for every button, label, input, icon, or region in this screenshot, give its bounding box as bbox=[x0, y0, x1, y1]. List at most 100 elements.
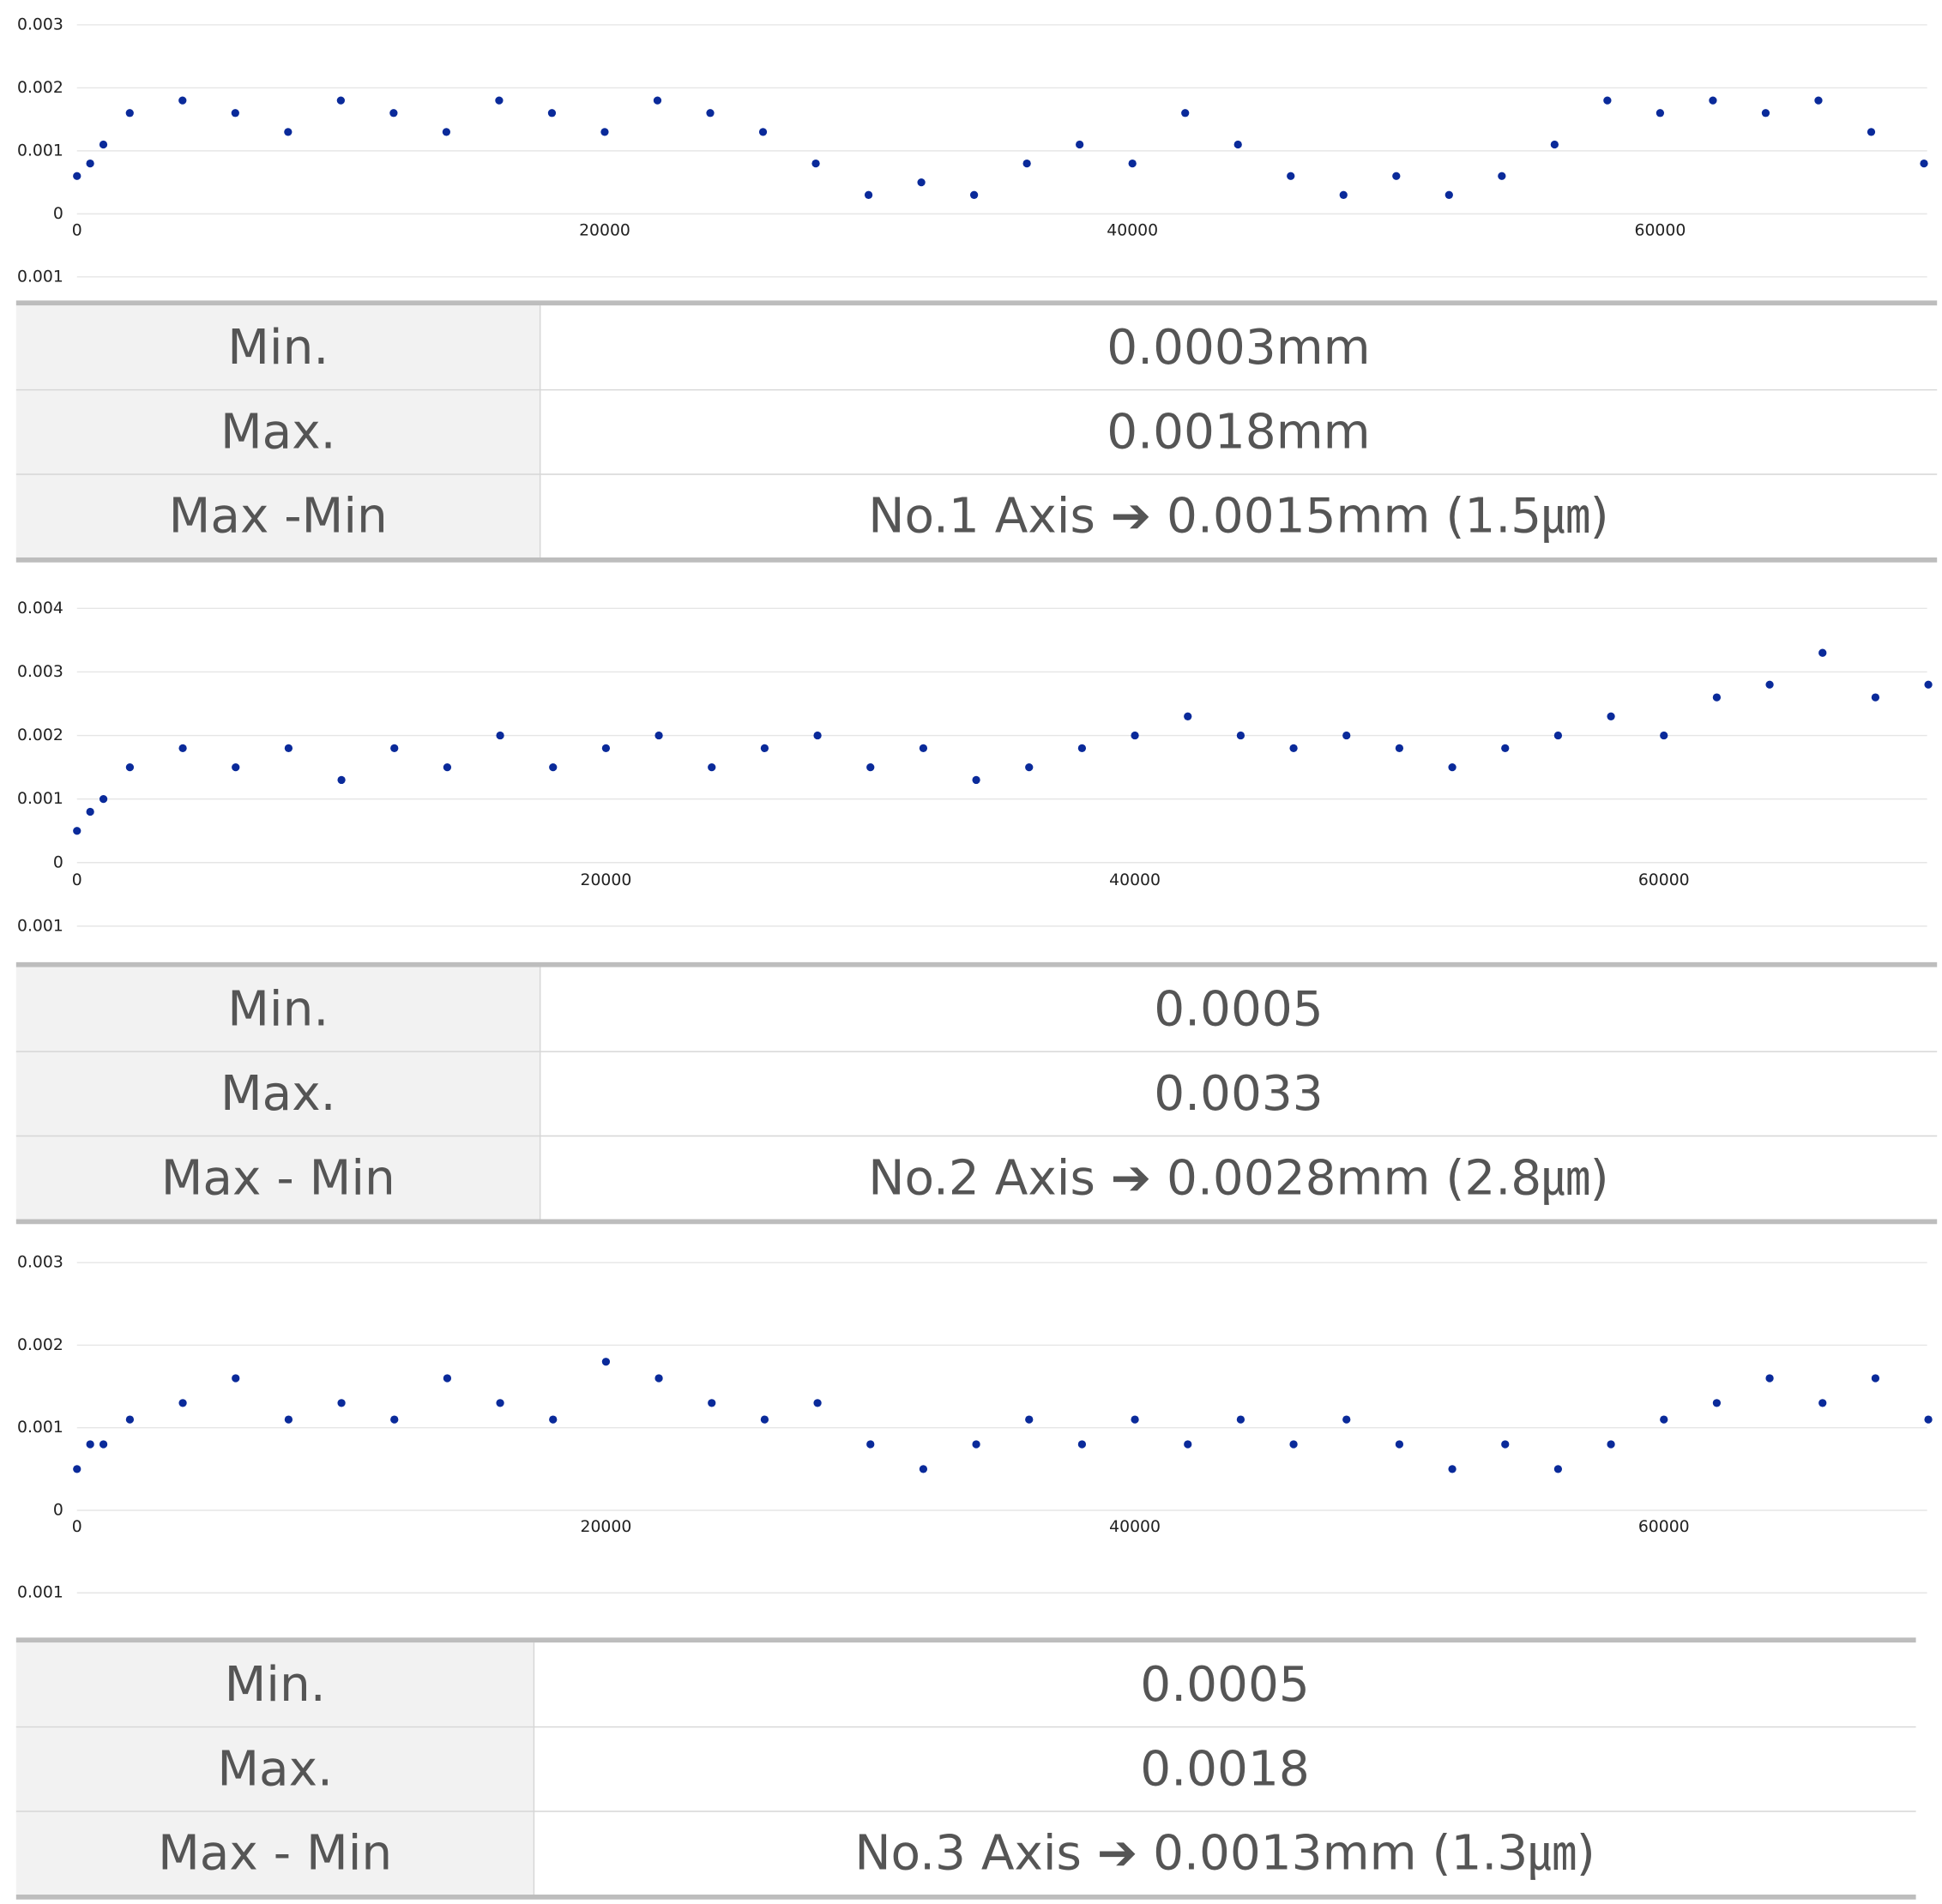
point bbox=[1553, 731, 1563, 740]
label-column bbox=[15, 1642, 534, 1896]
point bbox=[1607, 1440, 1615, 1449]
point bbox=[1660, 731, 1668, 740]
point bbox=[866, 762, 875, 772]
point bbox=[284, 744, 293, 752]
point bbox=[232, 1374, 240, 1383]
y-tick-label: 0.002 bbox=[17, 79, 63, 97]
point bbox=[232, 762, 240, 772]
point bbox=[1920, 159, 1928, 168]
row-label: Max. bbox=[220, 404, 336, 460]
point bbox=[337, 1399, 346, 1407]
point bbox=[919, 744, 928, 752]
point bbox=[1339, 190, 1348, 199]
point bbox=[390, 1415, 399, 1424]
point bbox=[1236, 731, 1245, 740]
point bbox=[1660, 1415, 1668, 1424]
point bbox=[1289, 1440, 1298, 1449]
point bbox=[601, 1358, 611, 1366]
point bbox=[1871, 693, 1880, 702]
point bbox=[1924, 680, 1933, 689]
point bbox=[1077, 1440, 1087, 1449]
point bbox=[496, 731, 504, 740]
point bbox=[1448, 1465, 1456, 1473]
x-tick-label: 40000 bbox=[1109, 1518, 1161, 1536]
row-value: No.3 Axis ➔ 0.0013mm (1.3㎛) bbox=[854, 1826, 1595, 1882]
point bbox=[1603, 96, 1612, 105]
x-tick-label: 60000 bbox=[1635, 222, 1686, 240]
point bbox=[1712, 1399, 1722, 1407]
x-tick-label: 60000 bbox=[1638, 871, 1690, 889]
point bbox=[969, 190, 979, 199]
row-label: Max -Min bbox=[169, 489, 388, 545]
point bbox=[73, 827, 81, 835]
point bbox=[125, 109, 134, 117]
point bbox=[1289, 744, 1298, 752]
point bbox=[336, 96, 345, 105]
point bbox=[495, 96, 504, 105]
label-column bbox=[15, 305, 540, 559]
y-tick-label: 0.001 bbox=[17, 917, 63, 935]
point bbox=[1814, 96, 1823, 105]
point bbox=[760, 744, 769, 752]
row-value: 0.0033 bbox=[1154, 1066, 1323, 1122]
y-tick-label: 0.003 bbox=[17, 1254, 63, 1272]
row-label: Min. bbox=[225, 1657, 326, 1713]
y-tick-label: 0 bbox=[53, 205, 63, 223]
y-tick-label: 0.001 bbox=[17, 142, 63, 160]
point bbox=[1184, 712, 1192, 720]
row-label: Max - Min bbox=[158, 1826, 392, 1882]
point bbox=[1342, 731, 1351, 740]
point bbox=[443, 762, 452, 772]
y-tick-label: 0.004 bbox=[17, 600, 63, 618]
x-tick-label: 20000 bbox=[581, 1518, 632, 1536]
y-tick-label: 0.003 bbox=[17, 15, 63, 33]
point bbox=[917, 178, 926, 187]
point bbox=[1342, 1415, 1351, 1424]
point bbox=[1709, 96, 1717, 105]
point bbox=[284, 128, 293, 136]
row-value: No.1 Axis ➔ 0.0015mm (1.5㎛) bbox=[868, 489, 1608, 545]
point bbox=[601, 744, 611, 752]
point bbox=[1392, 172, 1401, 180]
point bbox=[73, 1465, 81, 1473]
point bbox=[654, 731, 663, 740]
x-tick-label: 40000 bbox=[1107, 222, 1158, 240]
y-tick-label: 0.003 bbox=[17, 663, 63, 681]
point bbox=[1022, 159, 1031, 168]
point bbox=[760, 1415, 769, 1424]
y-tick-label: 0.001 bbox=[17, 268, 63, 286]
point bbox=[1656, 109, 1665, 117]
point bbox=[1550, 140, 1559, 149]
row-value: 0.0005 bbox=[1140, 1657, 1309, 1713]
point bbox=[706, 109, 715, 117]
point bbox=[73, 172, 81, 180]
point bbox=[178, 744, 187, 752]
point bbox=[549, 762, 558, 772]
point bbox=[1233, 140, 1242, 149]
point bbox=[549, 1415, 558, 1424]
point bbox=[919, 1465, 928, 1473]
point bbox=[99, 1440, 108, 1449]
point bbox=[99, 140, 108, 149]
point bbox=[547, 109, 557, 117]
point bbox=[1184, 1440, 1192, 1449]
x-tick-label: 0 bbox=[72, 871, 82, 889]
x-tick-label: 40000 bbox=[1109, 871, 1161, 889]
row-value: 0.0003mm bbox=[1107, 320, 1370, 376]
point bbox=[864, 190, 873, 199]
point bbox=[125, 1415, 135, 1424]
row-label: Min. bbox=[227, 981, 329, 1037]
x-tick-label: 0 bbox=[72, 1518, 82, 1536]
point bbox=[972, 1440, 980, 1449]
y-tick-label: 0.001 bbox=[17, 1419, 63, 1437]
point bbox=[1287, 172, 1295, 180]
point bbox=[178, 1399, 187, 1407]
point bbox=[1761, 109, 1770, 117]
point bbox=[86, 159, 94, 168]
point bbox=[1498, 172, 1506, 180]
point bbox=[1765, 680, 1774, 689]
point bbox=[708, 762, 716, 772]
point bbox=[1818, 1399, 1827, 1407]
point bbox=[1236, 1415, 1245, 1424]
